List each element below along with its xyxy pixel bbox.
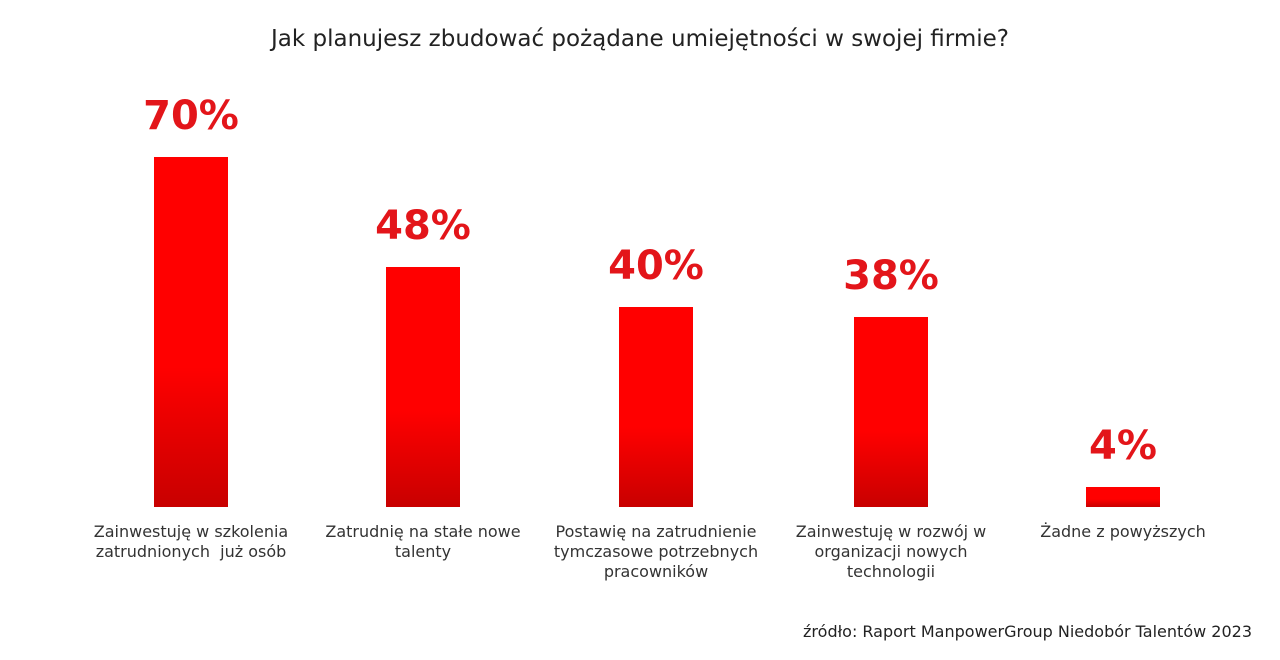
bar <box>854 317 928 507</box>
chart-title: Jak planujesz zbudować pożądane umiejętn… <box>271 26 1009 52</box>
category-label: Zainwestuję w szkolenia zatrudnionych ju… <box>93 522 294 561</box>
category-label: Żadne z powyższych <box>1040 522 1206 541</box>
value-label: 70% <box>143 93 239 139</box>
value-label: 40% <box>608 243 704 289</box>
value-label: 48% <box>375 203 471 249</box>
source-note: źródło: Raport ManpowerGroup Niedobór Ta… <box>803 622 1252 641</box>
bar <box>154 157 228 507</box>
bar <box>386 267 460 507</box>
value-label: 38% <box>843 253 939 299</box>
value-label: 4% <box>1089 423 1157 469</box>
category-label: Zainwestuję w rozwój w organizacji nowyc… <box>795 522 992 581</box>
bar <box>1086 487 1160 507</box>
category-label: Zatrudnię na stałe nowe talenty <box>325 522 526 561</box>
bar <box>619 307 693 507</box>
category-label: Postawię na zatrudnienie tymczasowe potr… <box>553 522 764 581</box>
